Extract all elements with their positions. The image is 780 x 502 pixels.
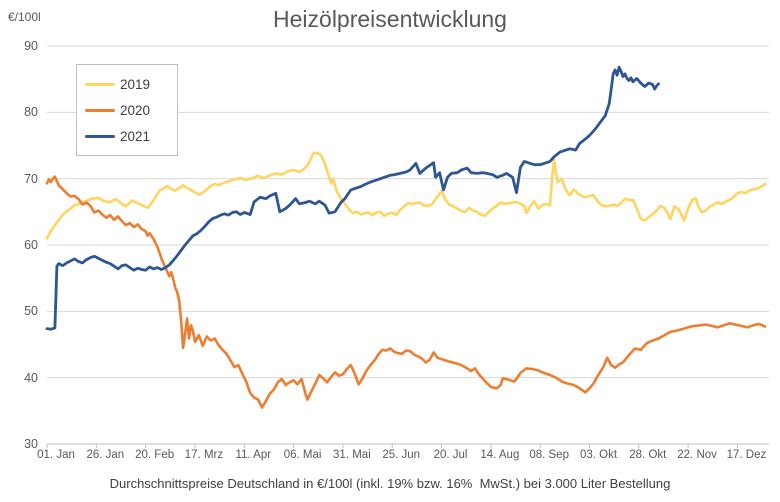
x-axis-tick-label: 14. Aug [480, 449, 520, 461]
legend-label-2020: 2020 [120, 102, 151, 118]
legend-line-swatch-2020 [85, 108, 115, 112]
y-axis-tick-label-50: 50 [24, 304, 38, 319]
y-axis-tick-label-90: 90 [24, 39, 38, 53]
x-axis-tick-label: 01. Jan [37, 449, 75, 461]
x-axis-tick-label: 06. Mai [283, 449, 322, 461]
x-axis-tick-label: 17. Mrz [184, 449, 224, 461]
x-axis-tick-label: 28. Okt [629, 449, 667, 461]
y-axis-tick-label-30: 30 [24, 437, 38, 451]
legend-label-2019: 2019 [120, 76, 151, 92]
chart-caption: Durchschnittspreise Deutschland in €/100… [109, 476, 671, 491]
x-axis-tick-label: 20. Feb [135, 449, 175, 461]
y-axis-tick-label-40: 40 [24, 370, 38, 385]
y-axis-unit-label: €/100l [8, 10, 41, 24]
chart-title: Heizölpreisentwicklung [273, 6, 507, 32]
series-line-2020 [45, 175, 767, 409]
y-axis-tick-label-70: 70 [24, 171, 38, 186]
legend-item-2019: 2019 [85, 71, 177, 97]
legend-label-2021: 2021 [120, 128, 151, 144]
series-line-2021 [45, 65, 660, 331]
y-axis-tick-label-80: 80 [24, 105, 38, 120]
legend-item-2021: 2021 [85, 123, 177, 149]
chart-legend: 2019 2020 2021 [76, 64, 178, 156]
x-axis-tick-label: 11. Apr [235, 449, 272, 461]
x-axis-tick-label: 22. Nov [677, 449, 717, 461]
legend-line-swatch-2019 [85, 82, 115, 86]
y-axis-tick-label-60: 60 [24, 238, 38, 252]
x-axis-tick-label: 08. Sep [529, 449, 569, 461]
x-axis-tick-label: 03. Okt [579, 449, 618, 461]
series-line-2019 [45, 151, 767, 240]
legend-line-swatch-2021 [85, 134, 115, 138]
x-axis-tick-label: 20. Jul [433, 449, 468, 461]
x-axis-tick-label: 31. Mai [333, 449, 371, 461]
legend-item-2020: 2020 [85, 97, 177, 123]
x-axis-tick-label: 25. Jun [382, 449, 421, 461]
x-axis-tick-label: 17. Dez [726, 449, 767, 461]
x-axis-tick-label: 26. Jan [86, 449, 125, 461]
